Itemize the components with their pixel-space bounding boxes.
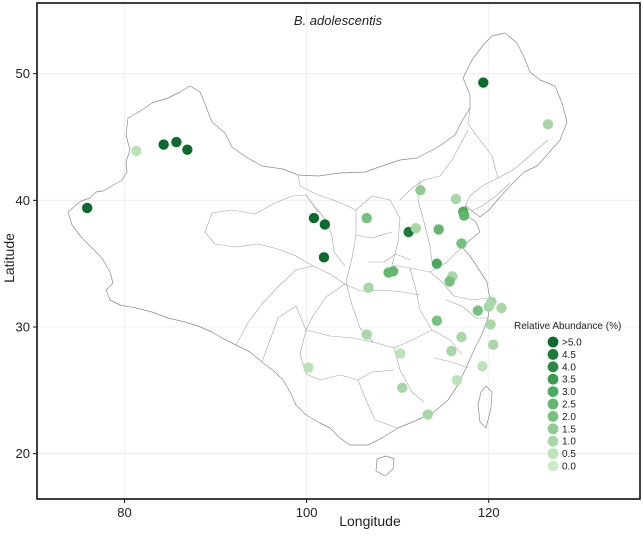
- y-tick-label-30: 30: [16, 320, 30, 335]
- legend-key-8: [547, 435, 559, 447]
- legend-label-8: 1.0: [562, 437, 576, 448]
- plot-frame: [36, 2, 641, 500]
- sample-point-40: [397, 382, 408, 393]
- x-tick-label-120: 120: [478, 505, 500, 520]
- legend-key-10: [547, 460, 559, 472]
- x-tick-label-100: 100: [296, 505, 318, 520]
- sample-point-25: [444, 276, 455, 287]
- x-tick-label-80: 80: [117, 505, 131, 520]
- sample-point-41: [422, 409, 433, 420]
- legend-label-9: 0.5: [562, 449, 576, 460]
- legend-label-5: 2.5: [562, 400, 576, 411]
- sample-point-38: [477, 361, 488, 372]
- sample-point-1: [81, 202, 93, 214]
- x-axis-title: Longitude: [339, 513, 401, 529]
- sample-point-19: [456, 238, 467, 249]
- legend-key-6: [547, 411, 559, 422]
- legend-key-1: [547, 349, 559, 360]
- sample-point-18: [458, 210, 470, 221]
- y-tick-label-20: 20: [16, 446, 30, 461]
- sample-point-2: [131, 145, 142, 157]
- legend-label-6: 2.0: [562, 412, 576, 423]
- legend-key-2: [547, 361, 559, 373]
- grid-lines: [38, 4, 639, 498]
- legend-key-7: [547, 423, 559, 435]
- y-axis-ticks: 20 30 40 50: [16, 66, 37, 461]
- china-outline: [67, 32, 568, 477]
- hainan-outline: [375, 455, 395, 477]
- legend-key-9: [547, 448, 559, 459]
- sample-point-11: [361, 212, 372, 224]
- sample-point-30: [485, 319, 496, 330]
- y-axis-title: Latitude: [1, 233, 17, 283]
- sample-point-21: [387, 266, 399, 277]
- sample-point-13: [410, 223, 422, 234]
- sample-point-7: [319, 219, 331, 230]
- province-borders: [204, 107, 549, 429]
- legend-label-7: 1.5: [562, 424, 576, 435]
- map-title: B. adolescentis: [294, 13, 383, 28]
- sample-point-16: [450, 193, 462, 205]
- legend-label-4: 3.0: [562, 387, 576, 398]
- sample-point-26: [472, 305, 484, 316]
- y-tick-label-50: 50: [16, 66, 30, 81]
- legend-key-5: [547, 398, 559, 410]
- sample-point-39: [451, 375, 463, 386]
- sample-point-36: [395, 348, 406, 359]
- sample-point-31: [431, 315, 443, 326]
- sample-point-33: [456, 331, 467, 343]
- abundance-legend: Relative Abundance (%) >5.04.54.0 3.53.0 2…: [514, 321, 621, 473]
- sample-point-34: [446, 345, 457, 357]
- sample-points: [81, 77, 554, 420]
- sample-point-4: [171, 136, 182, 148]
- legend-key-4: [547, 386, 559, 397]
- sample-point-28: [496, 302, 507, 314]
- legend-label-0: >5.0: [562, 338, 582, 349]
- sample-point-9: [478, 77, 489, 88]
- sample-point-29: [483, 301, 494, 312]
- sample-point-23: [363, 282, 374, 293]
- national-border: [67, 32, 568, 446]
- sample-point-10: [542, 119, 554, 130]
- legend-label-3: 3.5: [562, 375, 576, 386]
- legend-label-10: 0.0: [562, 462, 576, 473]
- legend-label-2: 4.0: [562, 362, 576, 373]
- sample-point-3: [158, 139, 169, 150]
- legend-key-3: [547, 373, 559, 385]
- sample-point-15: [433, 224, 444, 235]
- y-tick-label-40: 40: [16, 193, 30, 208]
- sample-point-32: [361, 329, 372, 340]
- legend-label-1: 4.5: [562, 350, 576, 361]
- sample-point-37: [303, 362, 314, 373]
- legend-key-0: [547, 336, 559, 348]
- sample-point-35: [488, 339, 499, 350]
- sample-point-6: [308, 212, 320, 224]
- sample-point-14: [415, 185, 426, 196]
- sample-point-8: [318, 252, 330, 263]
- x-axis-ticks: 80 100 120: [117, 499, 500, 520]
- taiwan-outline: [477, 385, 493, 429]
- legend-title: Relative Abundance (%): [514, 321, 621, 332]
- sample-point-22: [431, 258, 443, 269]
- sample-point-5: [182, 144, 193, 155]
